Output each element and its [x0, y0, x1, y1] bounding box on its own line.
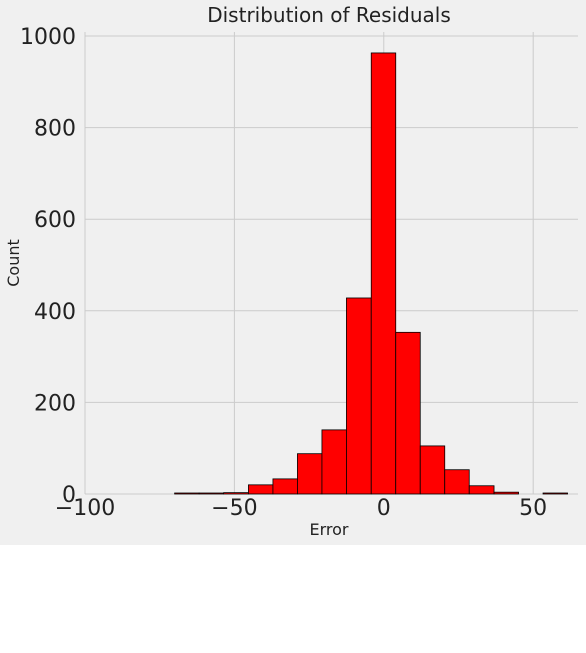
histogram-bar: [395, 331, 421, 495]
grid-lines: [84, 32, 578, 495]
chart-figure: Distribution of Residuals −100 −50 0 50 0 20…: [0, 0, 586, 545]
histogram-bar: [198, 492, 225, 495]
histogram-bar: [248, 484, 274, 495]
x-tick-label: 0: [377, 496, 391, 521]
y-tick-label: 800: [34, 117, 76, 142]
y-tick-label: 600: [34, 208, 76, 233]
histogram-bar: [174, 492, 200, 495]
x-axis-label: Error: [310, 520, 349, 539]
histogram-bar: [468, 485, 495, 495]
histogram-bar: [493, 491, 519, 495]
x-tick-label: −50: [211, 496, 257, 521]
y-tick-label: 400: [34, 300, 76, 325]
x-tick-label: −100: [55, 496, 115, 521]
histogram-bars: [174, 52, 568, 495]
histogram-bar: [272, 478, 298, 495]
histogram-bar: [297, 453, 323, 495]
histogram-bar: [346, 297, 372, 495]
x-tick-label: 50: [519, 496, 547, 521]
y-axis-label: Count: [4, 239, 23, 287]
histogram-chart: Distribution of Residuals −100 −50 0 50 0 20…: [4, 3, 578, 539]
histogram-bar: [444, 469, 470, 495]
y-tick-label: 200: [34, 391, 76, 416]
x-tick-labels: −100 −50 0 50: [55, 496, 547, 521]
chart-title: Distribution of Residuals: [207, 3, 451, 27]
histogram-bar: [419, 445, 446, 495]
y-tick-labels: 0 200 400 600 800 1000: [20, 25, 76, 508]
histogram-bar: [370, 52, 397, 495]
y-tick-label: 1000: [20, 25, 76, 50]
histogram-bar: [321, 429, 347, 495]
histogram-bar: [542, 492, 568, 495]
histogram-bar: [223, 492, 249, 495]
y-tick-label: 0: [62, 483, 76, 508]
